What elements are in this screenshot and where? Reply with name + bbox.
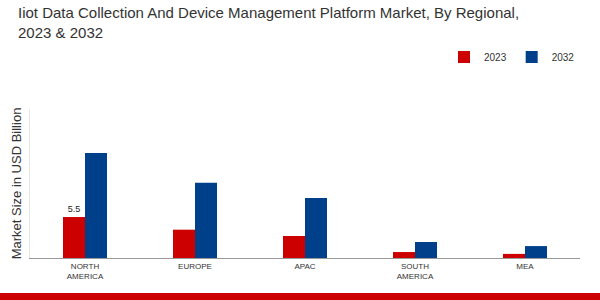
svg-text:5.5: 5.5	[68, 204, 81, 214]
svg-text:EUROPE: EUROPE	[178, 262, 212, 271]
svg-text:MEA: MEA	[516, 262, 534, 271]
svg-text:NORTHAMERICA: NORTHAMERICA	[67, 262, 104, 281]
svg-text:2023: 2023	[484, 52, 507, 63]
svg-text:Market Size in USD Billion: Market Size in USD Billion	[9, 108, 24, 260]
svg-text:Iiot Data Collection And Devic: Iiot Data Collection And Device Manageme…	[18, 4, 519, 41]
svg-text:SOUTHAMERICA: SOUTHAMERICA	[397, 262, 434, 281]
svg-text:APAC: APAC	[294, 262, 315, 271]
svg-text:2032: 2032	[552, 52, 575, 63]
